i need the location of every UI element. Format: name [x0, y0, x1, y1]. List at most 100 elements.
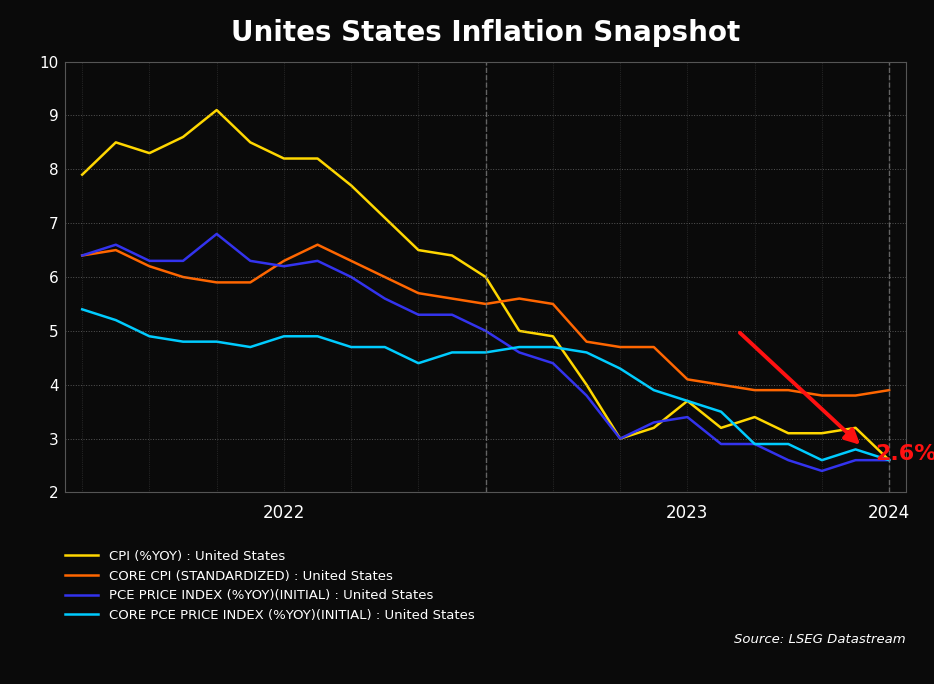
CPI (%YOY) : United States: (18, 3.7): United States: (18, 3.7) [682, 397, 693, 405]
CORE CPI (STANDARDIZED) : United States: (15, 4.8): United States: (15, 4.8) [581, 338, 592, 346]
Line: CORE CPI (STANDARDIZED) : United States: CORE CPI (STANDARDIZED) : United States [82, 245, 889, 395]
CPI (%YOY) : United States: (22, 3.1): United States: (22, 3.1) [816, 429, 828, 437]
CORE CPI (STANDARDIZED) : United States: (6, 6.3): United States: (6, 6.3) [278, 256, 290, 265]
CPI (%YOY) : United States: (5, 8.5): United States: (5, 8.5) [245, 138, 256, 146]
CPI (%YOY) : United States: (1, 8.5): United States: (1, 8.5) [110, 138, 121, 146]
CORE PCE PRICE INDEX (%YOY)(INITIAL) : United States: (17, 3.9): United States: (17, 3.9) [648, 386, 659, 394]
CORE CPI (STANDARDIZED) : United States: (7, 6.6): United States: (7, 6.6) [312, 241, 323, 249]
CORE PCE PRICE INDEX (%YOY)(INITIAL) : United States: (13, 4.7): United States: (13, 4.7) [514, 343, 525, 351]
CORE PCE PRICE INDEX (%YOY)(INITIAL) : United States: (11, 4.6): United States: (11, 4.6) [446, 348, 458, 356]
Title: Unites States Inflation Snapshot: Unites States Inflation Snapshot [231, 18, 741, 47]
CORE CPI (STANDARDIZED) : United States: (12, 5.5): United States: (12, 5.5) [480, 300, 491, 308]
CPI (%YOY) : United States: (9, 7.1): United States: (9, 7.1) [379, 213, 390, 222]
PCE PRICE INDEX (%YOY)(INITIAL) : United States: (14, 4.4): United States: (14, 4.4) [547, 359, 559, 367]
CORE CPI (STANDARDIZED) : United States: (3, 6): United States: (3, 6) [177, 273, 189, 281]
Line: CPI (%YOY) : United States: CPI (%YOY) : United States [82, 110, 889, 460]
CORE CPI (STANDARDIZED) : United States: (22, 3.8): United States: (22, 3.8) [816, 391, 828, 399]
CPI (%YOY) : United States: (4, 9.1): United States: (4, 9.1) [211, 106, 222, 114]
CORE CPI (STANDARDIZED) : United States: (23, 3.8): United States: (23, 3.8) [850, 391, 861, 399]
CORE PCE PRICE INDEX (%YOY)(INITIAL) : United States: (2, 4.9): United States: (2, 4.9) [144, 332, 155, 341]
CORE PCE PRICE INDEX (%YOY)(INITIAL) : United States: (21, 2.9): United States: (21, 2.9) [783, 440, 794, 448]
CORE PCE PRICE INDEX (%YOY)(INITIAL) : United States: (4, 4.8): United States: (4, 4.8) [211, 338, 222, 346]
CORE PCE PRICE INDEX (%YOY)(INITIAL) : United States: (12, 4.6): United States: (12, 4.6) [480, 348, 491, 356]
PCE PRICE INDEX (%YOY)(INITIAL) : United States: (13, 4.6): United States: (13, 4.6) [514, 348, 525, 356]
CORE PCE PRICE INDEX (%YOY)(INITIAL) : United States: (19, 3.5): United States: (19, 3.5) [715, 408, 727, 416]
CPI (%YOY) : United States: (7, 8.2): United States: (7, 8.2) [312, 155, 323, 163]
PCE PRICE INDEX (%YOY)(INITIAL) : United States: (11, 5.3): United States: (11, 5.3) [446, 311, 458, 319]
CPI (%YOY) : United States: (19, 3.2): United States: (19, 3.2) [715, 423, 727, 432]
CORE CPI (STANDARDIZED) : United States: (8, 6.3): United States: (8, 6.3) [346, 256, 357, 265]
PCE PRICE INDEX (%YOY)(INITIAL) : United States: (0, 6.4): United States: (0, 6.4) [77, 251, 88, 259]
CPI (%YOY) : United States: (10, 6.5): United States: (10, 6.5) [413, 246, 424, 254]
CPI (%YOY) : United States: (8, 7.7): United States: (8, 7.7) [346, 181, 357, 189]
CORE PCE PRICE INDEX (%YOY)(INITIAL) : United States: (22, 2.6): United States: (22, 2.6) [816, 456, 828, 464]
CORE PCE PRICE INDEX (%YOY)(INITIAL) : United States: (9, 4.7): United States: (9, 4.7) [379, 343, 390, 351]
CORE CPI (STANDARDIZED) : United States: (14, 5.5): United States: (14, 5.5) [547, 300, 559, 308]
CORE CPI (STANDARDIZED) : United States: (18, 4.1): United States: (18, 4.1) [682, 376, 693, 384]
CORE CPI (STANDARDIZED) : United States: (9, 6): United States: (9, 6) [379, 273, 390, 281]
CPI (%YOY) : United States: (16, 3): United States: (16, 3) [615, 434, 626, 443]
PCE PRICE INDEX (%YOY)(INITIAL) : United States: (5, 6.3): United States: (5, 6.3) [245, 256, 256, 265]
CPI (%YOY) : United States: (23, 3.2): United States: (23, 3.2) [850, 423, 861, 432]
CORE PCE PRICE INDEX (%YOY)(INITIAL) : United States: (20, 2.9): United States: (20, 2.9) [749, 440, 760, 448]
CORE CPI (STANDARDIZED) : United States: (5, 5.9): United States: (5, 5.9) [245, 278, 256, 287]
PCE PRICE INDEX (%YOY)(INITIAL) : United States: (7, 6.3): United States: (7, 6.3) [312, 256, 323, 265]
CORE PCE PRICE INDEX (%YOY)(INITIAL) : United States: (5, 4.7): United States: (5, 4.7) [245, 343, 256, 351]
PCE PRICE INDEX (%YOY)(INITIAL) : United States: (16, 3): United States: (16, 3) [615, 434, 626, 443]
CORE CPI (STANDARDIZED) : United States: (20, 3.9): United States: (20, 3.9) [749, 386, 760, 394]
CORE CPI (STANDARDIZED) : United States: (19, 4): United States: (19, 4) [715, 380, 727, 389]
CORE CPI (STANDARDIZED) : United States: (11, 5.6): United States: (11, 5.6) [446, 295, 458, 303]
CORE PCE PRICE INDEX (%YOY)(INITIAL) : United States: (7, 4.9): United States: (7, 4.9) [312, 332, 323, 341]
CPI (%YOY) : United States: (15, 4): United States: (15, 4) [581, 380, 592, 389]
CORE PCE PRICE INDEX (%YOY)(INITIAL) : United States: (18, 3.7): United States: (18, 3.7) [682, 397, 693, 405]
PCE PRICE INDEX (%YOY)(INITIAL) : United States: (8, 6): United States: (8, 6) [346, 273, 357, 281]
CPI (%YOY) : United States: (0, 7.9): United States: (0, 7.9) [77, 170, 88, 179]
PCE PRICE INDEX (%YOY)(INITIAL) : United States: (23, 2.6): United States: (23, 2.6) [850, 456, 861, 464]
CPI (%YOY) : United States: (11, 6.4): United States: (11, 6.4) [446, 251, 458, 259]
Text: Source: LSEG Datastream: Source: LSEG Datastream [734, 633, 906, 646]
Line: PCE PRICE INDEX (%YOY)(INITIAL) : United States: PCE PRICE INDEX (%YOY)(INITIAL) : United… [82, 234, 889, 471]
CPI (%YOY) : United States: (2, 8.3): United States: (2, 8.3) [144, 149, 155, 157]
PCE PRICE INDEX (%YOY)(INITIAL) : United States: (2, 6.3): United States: (2, 6.3) [144, 256, 155, 265]
PCE PRICE INDEX (%YOY)(INITIAL) : United States: (10, 5.3): United States: (10, 5.3) [413, 311, 424, 319]
CORE PCE PRICE INDEX (%YOY)(INITIAL) : United States: (6, 4.9): United States: (6, 4.9) [278, 332, 290, 341]
CORE CPI (STANDARDIZED) : United States: (24, 3.9): United States: (24, 3.9) [884, 386, 895, 394]
PCE PRICE INDEX (%YOY)(INITIAL) : United States: (4, 6.8): United States: (4, 6.8) [211, 230, 222, 238]
CORE PCE PRICE INDEX (%YOY)(INITIAL) : United States: (0, 5.4): United States: (0, 5.4) [77, 305, 88, 313]
CPI (%YOY) : United States: (12, 6): United States: (12, 6) [480, 273, 491, 281]
CPI (%YOY) : United States: (20, 3.4): United States: (20, 3.4) [749, 413, 760, 421]
PCE PRICE INDEX (%YOY)(INITIAL) : United States: (21, 2.6): United States: (21, 2.6) [783, 456, 794, 464]
CORE CPI (STANDARDIZED) : United States: (17, 4.7): United States: (17, 4.7) [648, 343, 659, 351]
Line: CORE PCE PRICE INDEX (%YOY)(INITIAL) : United States: CORE PCE PRICE INDEX (%YOY)(INITIAL) : U… [82, 309, 889, 460]
PCE PRICE INDEX (%YOY)(INITIAL) : United States: (22, 2.4): United States: (22, 2.4) [816, 466, 828, 475]
Legend: CPI (%YOY) : United States, CORE CPI (STANDARDIZED) : United States, PCE PRICE I: CPI (%YOY) : United States, CORE CPI (ST… [65, 550, 474, 622]
PCE PRICE INDEX (%YOY)(INITIAL) : United States: (19, 2.9): United States: (19, 2.9) [715, 440, 727, 448]
CORE PCE PRICE INDEX (%YOY)(INITIAL) : United States: (1, 5.2): United States: (1, 5.2) [110, 316, 121, 324]
CPI (%YOY) : United States: (24, 2.6): United States: (24, 2.6) [884, 456, 895, 464]
CORE PCE PRICE INDEX (%YOY)(INITIAL) : United States: (3, 4.8): United States: (3, 4.8) [177, 338, 189, 346]
CORE CPI (STANDARDIZED) : United States: (4, 5.9): United States: (4, 5.9) [211, 278, 222, 287]
CORE CPI (STANDARDIZED) : United States: (16, 4.7): United States: (16, 4.7) [615, 343, 626, 351]
CORE PCE PRICE INDEX (%YOY)(INITIAL) : United States: (16, 4.3): United States: (16, 4.3) [615, 365, 626, 373]
CORE CPI (STANDARDIZED) : United States: (0, 6.4): United States: (0, 6.4) [77, 251, 88, 259]
CORE CPI (STANDARDIZED) : United States: (13, 5.6): United States: (13, 5.6) [514, 295, 525, 303]
CORE PCE PRICE INDEX (%YOY)(INITIAL) : United States: (8, 4.7): United States: (8, 4.7) [346, 343, 357, 351]
CPI (%YOY) : United States: (13, 5): United States: (13, 5) [514, 327, 525, 335]
PCE PRICE INDEX (%YOY)(INITIAL) : United States: (20, 2.9): United States: (20, 2.9) [749, 440, 760, 448]
PCE PRICE INDEX (%YOY)(INITIAL) : United States: (9, 5.6): United States: (9, 5.6) [379, 295, 390, 303]
CPI (%YOY) : United States: (6, 8.2): United States: (6, 8.2) [278, 155, 290, 163]
CORE PCE PRICE INDEX (%YOY)(INITIAL) : United States: (10, 4.4): United States: (10, 4.4) [413, 359, 424, 367]
CORE PCE PRICE INDEX (%YOY)(INITIAL) : United States: (23, 2.8): United States: (23, 2.8) [850, 445, 861, 453]
PCE PRICE INDEX (%YOY)(INITIAL) : United States: (15, 3.8): United States: (15, 3.8) [581, 391, 592, 399]
CPI (%YOY) : United States: (17, 3.2): United States: (17, 3.2) [648, 423, 659, 432]
CORE PCE PRICE INDEX (%YOY)(INITIAL) : United States: (24, 2.6): United States: (24, 2.6) [884, 456, 895, 464]
CORE CPI (STANDARDIZED) : United States: (2, 6.2): United States: (2, 6.2) [144, 262, 155, 270]
PCE PRICE INDEX (%YOY)(INITIAL) : United States: (17, 3.3): United States: (17, 3.3) [648, 419, 659, 427]
Text: 2.6%: 2.6% [876, 444, 934, 464]
PCE PRICE INDEX (%YOY)(INITIAL) : United States: (1, 6.6): United States: (1, 6.6) [110, 241, 121, 249]
PCE PRICE INDEX (%YOY)(INITIAL) : United States: (24, 2.6): United States: (24, 2.6) [884, 456, 895, 464]
PCE PRICE INDEX (%YOY)(INITIAL) : United States: (6, 6.2): United States: (6, 6.2) [278, 262, 290, 270]
PCE PRICE INDEX (%YOY)(INITIAL) : United States: (12, 5): United States: (12, 5) [480, 327, 491, 335]
CORE CPI (STANDARDIZED) : United States: (10, 5.7): United States: (10, 5.7) [413, 289, 424, 298]
CORE PCE PRICE INDEX (%YOY)(INITIAL) : United States: (15, 4.6): United States: (15, 4.6) [581, 348, 592, 356]
